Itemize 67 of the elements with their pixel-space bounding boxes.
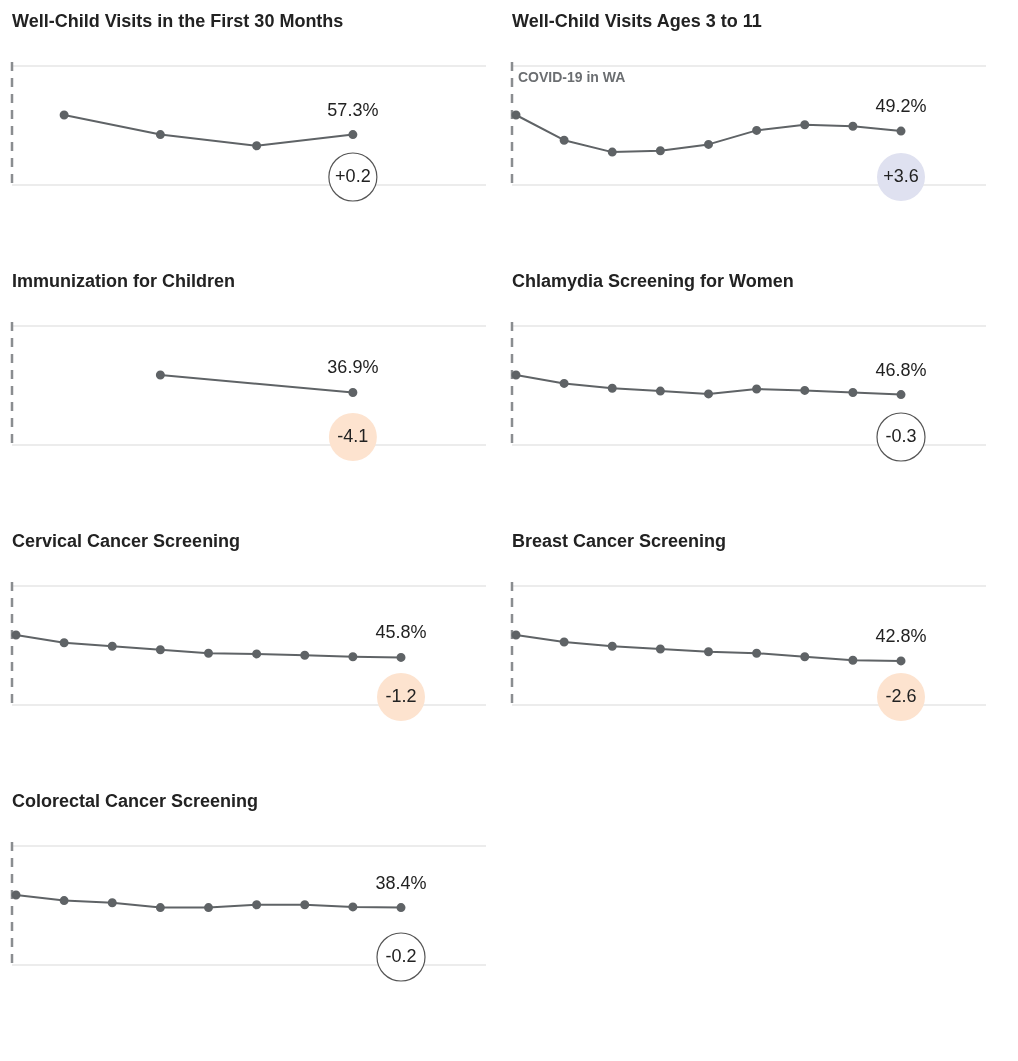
point — [655, 146, 665, 156]
chart-title: Immunization for Children — [11, 270, 236, 293]
point — [848, 655, 858, 665]
annotation: 46.8% — [875, 359, 927, 380]
annotation: -0.3 — [885, 425, 917, 446]
point — [800, 120, 810, 130]
point — [896, 126, 906, 136]
annotation: 36.9% — [327, 357, 379, 378]
point — [348, 902, 358, 912]
annotation: +0.2 — [335, 165, 371, 186]
text: 38.4% — [375, 872, 427, 893]
point — [396, 903, 406, 913]
point — [511, 630, 521, 640]
annotation: 45.8% — [375, 622, 427, 643]
point — [348, 652, 358, 662]
chart-title: Colorectal Cancer Screening — [11, 790, 260, 813]
point — [752, 648, 762, 658]
point — [252, 900, 262, 910]
point — [300, 900, 310, 910]
chart-title: Chlamydia Screening for Women — [511, 270, 795, 293]
point — [800, 385, 810, 395]
chart-title: Cervical Cancer Screening — [11, 530, 242, 553]
annotation: -4.1 — [337, 425, 369, 446]
chart-title: Well-Child Visits in the First 30 Months — [11, 10, 345, 33]
chart-title: Well-Child Visits Ages 3 to 11 — [511, 10, 763, 33]
point — [752, 125, 762, 135]
point — [155, 645, 165, 655]
annotation: -2.6 — [885, 685, 917, 706]
point — [59, 638, 69, 648]
point — [559, 378, 569, 388]
point — [800, 652, 810, 662]
point — [848, 388, 858, 397]
point — [655, 644, 665, 654]
annotation: +3.6 — [883, 165, 919, 186]
point — [607, 383, 617, 393]
point — [252, 649, 262, 659]
point — [107, 641, 117, 651]
point — [204, 903, 213, 913]
point — [107, 898, 117, 908]
annotation: 57.3% — [327, 99, 379, 120]
annotation: -1.2 — [385, 685, 417, 706]
point — [704, 139, 713, 149]
text: COVID-19 in WA — [518, 68, 626, 85]
annotation: 49.2% — [875, 96, 927, 117]
annotation: 42.8% — [875, 625, 927, 646]
point — [848, 121, 858, 131]
point — [559, 637, 569, 647]
point — [607, 641, 617, 651]
point — [511, 110, 521, 120]
chart-title: Breast Cancer Screening — [511, 530, 728, 553]
point — [396, 652, 406, 662]
point — [511, 370, 521, 380]
point — [11, 630, 21, 640]
point — [607, 147, 617, 157]
point — [704, 389, 713, 399]
point — [752, 384, 762, 394]
annotation: -0.2 — [385, 945, 417, 966]
point — [559, 135, 569, 145]
point — [59, 896, 69, 906]
point — [11, 890, 21, 900]
point — [300, 650, 310, 660]
point — [204, 648, 213, 658]
point — [896, 656, 906, 666]
point — [704, 647, 713, 657]
point — [896, 390, 906, 400]
point — [155, 903, 165, 913]
point — [655, 386, 665, 396]
